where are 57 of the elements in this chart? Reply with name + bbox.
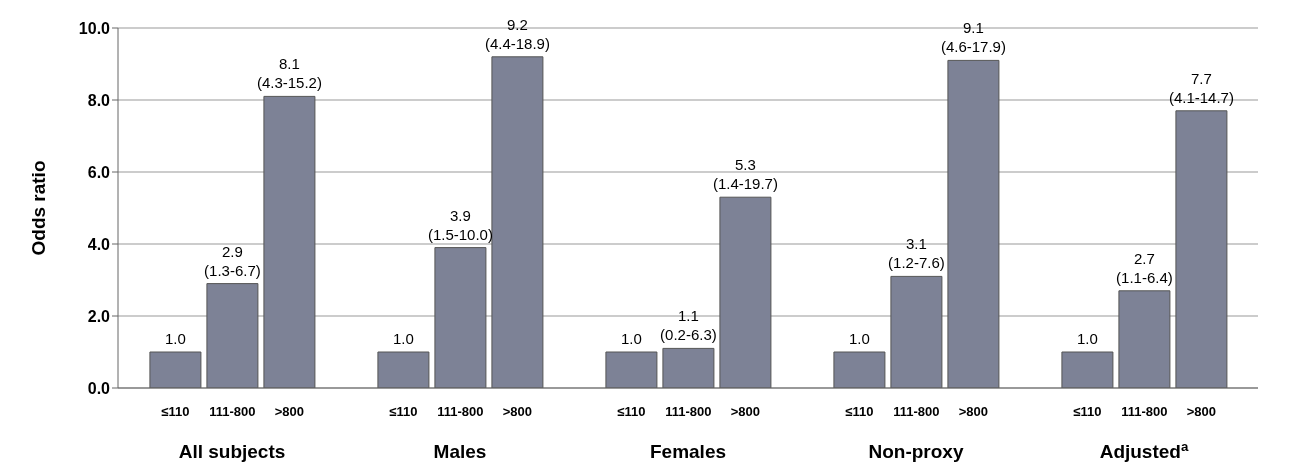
bar [491,56,544,388]
text: ≤110 [1073,404,1102,419]
bar [206,283,259,388]
data-label: 1.0 [164,330,186,347]
text: ≤110 [845,404,874,419]
data-label: 7.7 (4.1-14.7) [1168,69,1234,106]
bar [1061,351,1114,388]
y-tick-label: 6.0 [87,163,111,181]
series-label: 111-800 [209,404,256,419]
text: ≤110 [617,404,646,419]
y-axis-title: Odds ratio [27,160,49,256]
x-tick-label: Adjusted$^{a}$ [1099,438,1189,462]
x-tick-label: All subjects [178,441,286,462]
data-label: 1.1 (0.2-6.3) [660,307,717,344]
bar [719,196,772,388]
bar [833,351,886,388]
bar [605,351,658,388]
text: 111-800 [893,404,940,419]
bar [263,95,316,388]
bar [377,351,430,388]
y-tick-label: 2.0 [87,307,111,325]
text: >800 [502,404,533,419]
bar [890,275,943,388]
bar [947,59,1000,388]
text: ≤110 [389,404,418,419]
y-tick-label: 10.0 [78,19,111,37]
bar [149,351,202,388]
bar [1175,110,1228,388]
text: >800 [730,404,761,419]
text: 111-800 [1121,404,1168,419]
data-label: 9.2 (4.4-18.9) [484,15,550,52]
bar [434,247,487,388]
text: >800 [1186,404,1217,419]
y-tick-label: 8.0 [87,91,111,109]
text: 111-800 [437,404,484,419]
bar [662,347,715,388]
x-tick-label: Males [433,441,487,462]
text: 111-800 [665,404,712,419]
data-label: 1.0 [392,330,414,347]
data-label: 1.0 [1076,330,1098,347]
data-label: 9.1 (4.6-17.9) [940,19,1006,56]
y-tick-label: 4.0 [87,235,111,253]
y-tick-label: 0.0 [87,379,111,397]
x-tick-label: Females [649,441,727,462]
data-label: 2.9 (1.3-6.7) [204,242,261,279]
data-label: 1.0 [848,330,870,347]
series-label: >800 [274,404,305,419]
data-label: 2.7 (1.1-6.4) [1116,249,1173,286]
text: >800 [958,404,989,419]
data-label: 5.3 (1.4-19.7) [712,156,778,193]
data-label: 1.0 [620,330,642,347]
series-label: ≤110 [161,404,190,419]
bar [1118,290,1171,388]
x-tick-label: Non-proxy [868,441,964,462]
data-label: 8.1 (4.3-15.2) [256,55,322,92]
data-label: 3.1 (1.2-7.6) [888,235,945,272]
data-label: 3.9 (1.5-10.0) [427,206,493,243]
